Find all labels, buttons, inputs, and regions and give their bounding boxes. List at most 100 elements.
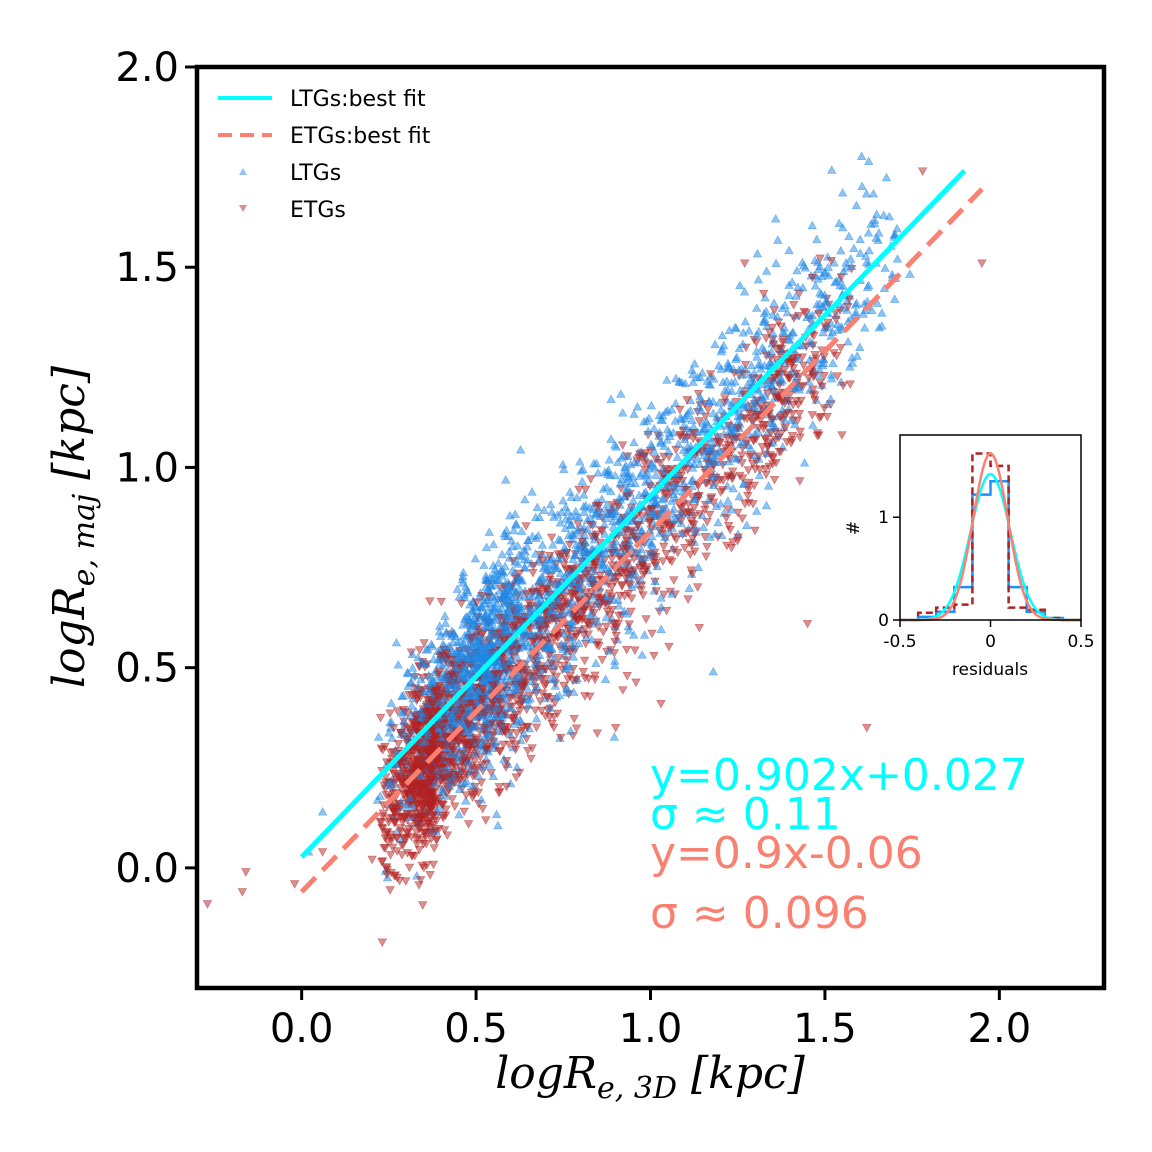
ltg-point (502, 611, 512, 620)
ltg-point (492, 575, 503, 585)
ltg-point (696, 405, 706, 415)
ltg-point (613, 457, 623, 467)
ltg-point (572, 492, 582, 502)
etg-point (814, 310, 824, 319)
ltg-point (629, 437, 639, 447)
etg-point (623, 590, 634, 599)
ltg-point (790, 419, 800, 429)
etg-point (610, 637, 620, 647)
etg-point (700, 533, 710, 542)
etg-point (862, 724, 872, 733)
ltg-point (792, 265, 802, 275)
ltg-point (524, 653, 535, 662)
etg-point (702, 518, 712, 527)
etg-point (531, 723, 542, 733)
ltg-point (869, 215, 880, 224)
ltg-point (760, 314, 770, 323)
ltg-point (458, 620, 468, 629)
ltg-point (706, 437, 716, 446)
etg-point (845, 380, 855, 389)
ltg-point (534, 512, 545, 522)
etg-point (754, 424, 764, 433)
ltg-point (780, 300, 790, 309)
etg-point (406, 822, 417, 831)
ltg-point (703, 495, 714, 505)
etg-point (765, 451, 776, 460)
ltg-point (470, 650, 481, 660)
etg-point (775, 344, 785, 353)
etg-point (685, 550, 695, 560)
etg-point (689, 503, 700, 513)
etg-point (498, 740, 509, 750)
etg-point (787, 409, 798, 419)
ltg-point (509, 685, 520, 694)
ltg-point (624, 625, 634, 635)
ltg-point (684, 583, 695, 592)
ltg-point (744, 325, 754, 335)
ltg-point (519, 562, 530, 572)
etg-point (397, 851, 407, 860)
ltg-point (386, 717, 397, 727)
ltg-point (555, 568, 566, 577)
etg-point (593, 638, 603, 648)
etg-point (683, 595, 693, 604)
ltg-point (510, 557, 520, 566)
ltg-point (429, 779, 440, 788)
ltg-sigma: σ ≈ 0.11 (650, 789, 841, 840)
etg-point (636, 581, 647, 591)
ltg-point (514, 584, 525, 593)
etg-point (571, 675, 581, 685)
ltg-point (702, 460, 712, 470)
etg-point (604, 589, 615, 599)
etg-point (747, 410, 757, 419)
etg-point (721, 514, 732, 523)
ltg-point (558, 459, 568, 469)
etg-point (583, 630, 593, 639)
ltg-point (761, 500, 772, 510)
etg-point (703, 405, 713, 415)
ltg-point (466, 646, 476, 656)
etg-point (392, 847, 402, 856)
etg-point (458, 774, 469, 783)
etg-point (837, 431, 847, 440)
ltg-point (709, 374, 719, 383)
ltg-point (572, 543, 583, 552)
ltg-point (823, 270, 834, 280)
ltg-point (477, 643, 487, 653)
ltg-point (471, 690, 481, 700)
ltg-point (456, 779, 467, 788)
ltg-point (597, 548, 607, 558)
ltg-point (689, 358, 700, 368)
ltg-point (503, 644, 514, 654)
etg-point (744, 498, 754, 508)
ltg-point (855, 342, 865, 351)
ltg-point (579, 507, 589, 517)
etg-point (635, 450, 645, 459)
ltg-point (547, 604, 557, 614)
ltg-point (892, 254, 903, 263)
etg-point (753, 374, 763, 383)
etg-point (607, 501, 618, 510)
ltg-point (386, 780, 396, 790)
etg-point (546, 533, 557, 543)
ltg-point (784, 245, 794, 255)
etg-point (578, 607, 588, 616)
ltg-point (515, 445, 526, 454)
etg-point (770, 435, 781, 445)
ltg-point (556, 507, 567, 516)
etg-point (613, 502, 623, 512)
etg-point (616, 568, 627, 578)
y-tick-label: 0.5 (115, 646, 179, 692)
etg-point (536, 706, 547, 716)
ltg-point (525, 607, 535, 617)
ltg-point (880, 263, 890, 272)
ltg-point (427, 641, 437, 650)
ltg-point (861, 189, 872, 198)
etg-point (720, 394, 730, 403)
ltg-point (454, 809, 464, 819)
ltg-point (513, 574, 523, 584)
etg-point (539, 681, 550, 691)
ltg-point (722, 385, 733, 394)
ltg-point (722, 376, 732, 385)
ltg-fit-line (299, 169, 967, 859)
